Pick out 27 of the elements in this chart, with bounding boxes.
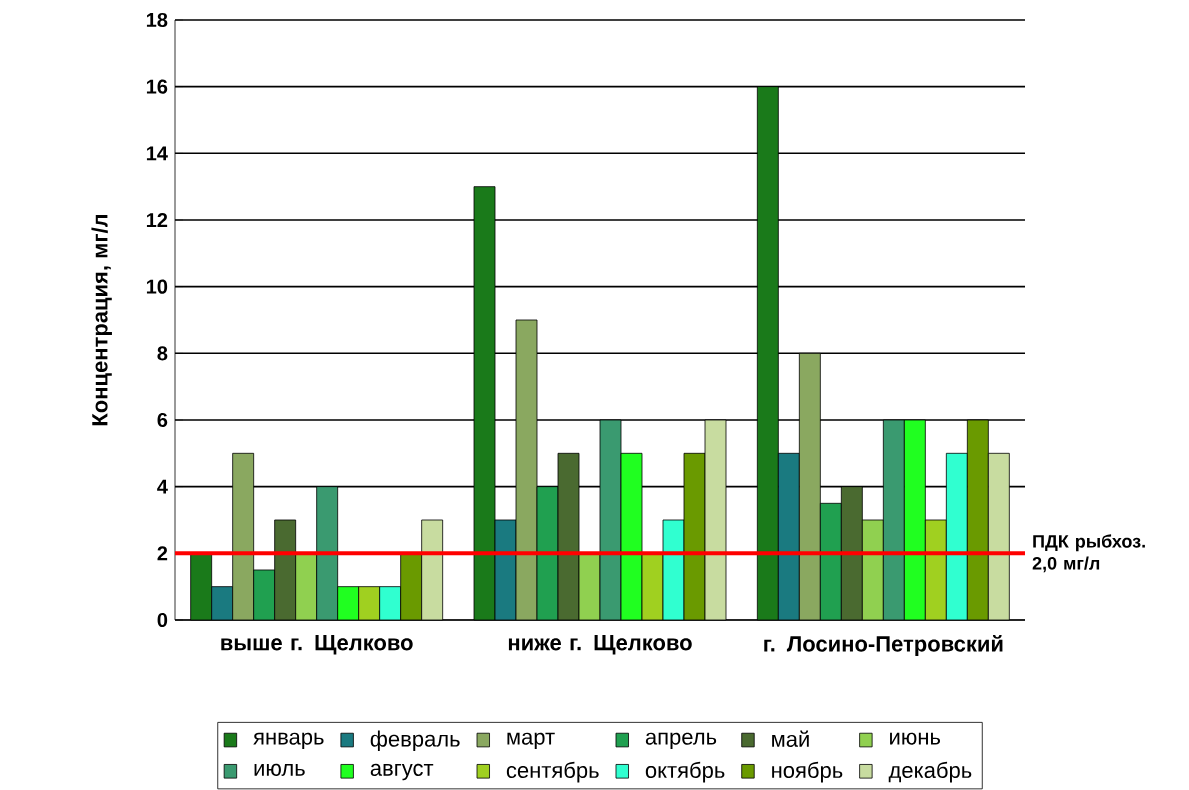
legend-label: июль — [254, 763, 305, 776]
y-tick-label: 6 — [157, 412, 168, 428]
y-axis-title: Концентрация, мг/л — [91, 214, 112, 426]
legend-label: август — [370, 763, 434, 781]
y-tick-label: 2 — [157, 546, 168, 561]
y-tick-label: 16 — [146, 79, 168, 94]
y-tick-label: 10 — [146, 279, 168, 294]
ref-line-label: ПДК рыбхоз. 2,0 мг/л — [1032, 534, 1145, 573]
y-tick-label: 14 — [146, 146, 168, 161]
x-tick-label: г. Лосино-Петровский — [764, 635, 1003, 656]
y-tick-label: 8 — [157, 346, 168, 361]
legend-label: ноябрь — [772, 761, 843, 783]
legend-label: февраль — [370, 730, 460, 752]
legend-label: декабрь — [888, 761, 972, 783]
y-tick-label: 18 — [146, 12, 168, 28]
x-tick-label: ниже г. Щелково — [508, 635, 692, 655]
legend-label: январь — [253, 732, 324, 750]
legend-label: сентябрь — [506, 761, 599, 783]
legend-label: май — [772, 730, 809, 747]
x-tick-label: выше г. Щелково — [221, 635, 413, 655]
legend-label: октябрь — [645, 761, 725, 783]
legend-label: июнь — [890, 732, 941, 745]
legend-label: март — [507, 732, 555, 750]
y-tick-label: 12 — [146, 213, 168, 227]
y-tick-label: 0 — [157, 612, 168, 628]
y-tick-label: 4 — [157, 479, 168, 494]
legend-label: апрель — [645, 732, 717, 750]
